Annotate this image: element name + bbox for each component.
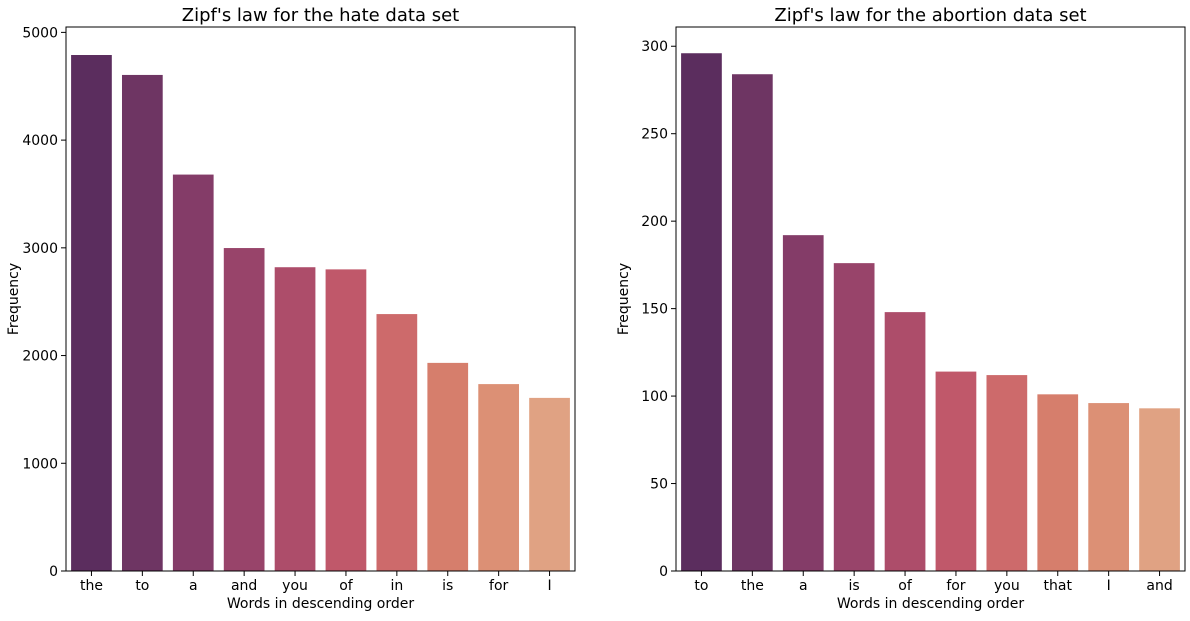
hate-chart: Zipf's law for the hate data set Words i… <box>6 5 576 612</box>
bar-i <box>1088 403 1130 571</box>
x-tick-label: to <box>694 578 708 594</box>
y-tick-label: 3000 <box>22 241 58 257</box>
y-tick-label: 100 <box>641 389 668 405</box>
bar-is <box>427 362 469 571</box>
y-tick-label: 1000 <box>22 456 58 472</box>
x-tick-label: you <box>994 578 1020 594</box>
bar-a <box>782 235 824 571</box>
y-tick-label: 150 <box>641 302 668 318</box>
bars <box>681 53 1180 572</box>
chart-title: Zipf's law for the hate data set <box>182 5 459 26</box>
bar-the <box>731 74 773 571</box>
x-tick-label: is <box>442 578 453 594</box>
x-tick-label: a <box>799 578 808 594</box>
bars <box>71 55 570 572</box>
y-axis-label: Frequency <box>616 263 632 335</box>
bar-the <box>71 55 112 571</box>
x-tick-label: is <box>849 578 860 594</box>
bar-i <box>529 397 570 571</box>
abortion-chart: Zipf's law for the abortion data set Wor… <box>616 5 1186 612</box>
x-tick-label: a <box>189 578 198 594</box>
y-tick-label: 4000 <box>22 133 58 149</box>
y-axis-label: Frequency <box>6 263 22 335</box>
bar-to <box>681 53 722 572</box>
x-tick-label: for <box>946 578 965 594</box>
bar-a <box>172 174 214 571</box>
x-tick-label: in <box>390 578 403 594</box>
bar-and <box>1139 408 1180 571</box>
axes-frame <box>65 26 576 572</box>
x-axis-label: Words in descending order <box>837 596 1024 612</box>
bar-of <box>325 269 367 571</box>
bar-that <box>1037 394 1079 571</box>
chart-title: Zipf's law for the abortion data set <box>774 5 1086 26</box>
x-tick-label: I <box>547 578 551 594</box>
bar-for <box>935 371 977 571</box>
x-tick-label: the <box>741 578 764 594</box>
x-tick-label: I <box>1107 578 1111 594</box>
y-tick-label: 2000 <box>22 349 58 365</box>
y-tick-label: 0 <box>659 564 668 580</box>
bar-and <box>223 248 265 572</box>
y-tick-label: 5000 <box>22 25 58 41</box>
bar-you <box>274 267 316 571</box>
x-tick-label: you <box>282 578 308 594</box>
x-tick-label: the <box>80 578 103 594</box>
x-tick-label: for <box>489 578 508 594</box>
y-tick-label: 0 <box>49 564 58 580</box>
bar-of <box>884 312 926 571</box>
x-tick-label: of <box>339 578 354 594</box>
bar-is <box>833 263 875 571</box>
y-tick-label: 200 <box>641 214 668 230</box>
x-tick-label: that <box>1044 578 1073 594</box>
x-tick-label: and <box>1146 578 1172 594</box>
x-tick-label: of <box>898 578 913 594</box>
bar-in <box>376 314 418 571</box>
axes-frame <box>675 26 1186 572</box>
bar-to <box>121 74 163 571</box>
x-axis-label: Words in descending order <box>227 596 414 612</box>
bar-for <box>478 384 520 571</box>
y-tick-label: 250 <box>641 127 668 143</box>
y-tick-label: 300 <box>641 39 668 55</box>
x-tick-label: and <box>231 578 257 594</box>
bar-you <box>986 375 1028 571</box>
x-tick-label: to <box>135 578 149 594</box>
y-tick-label: 50 <box>650 477 668 493</box>
